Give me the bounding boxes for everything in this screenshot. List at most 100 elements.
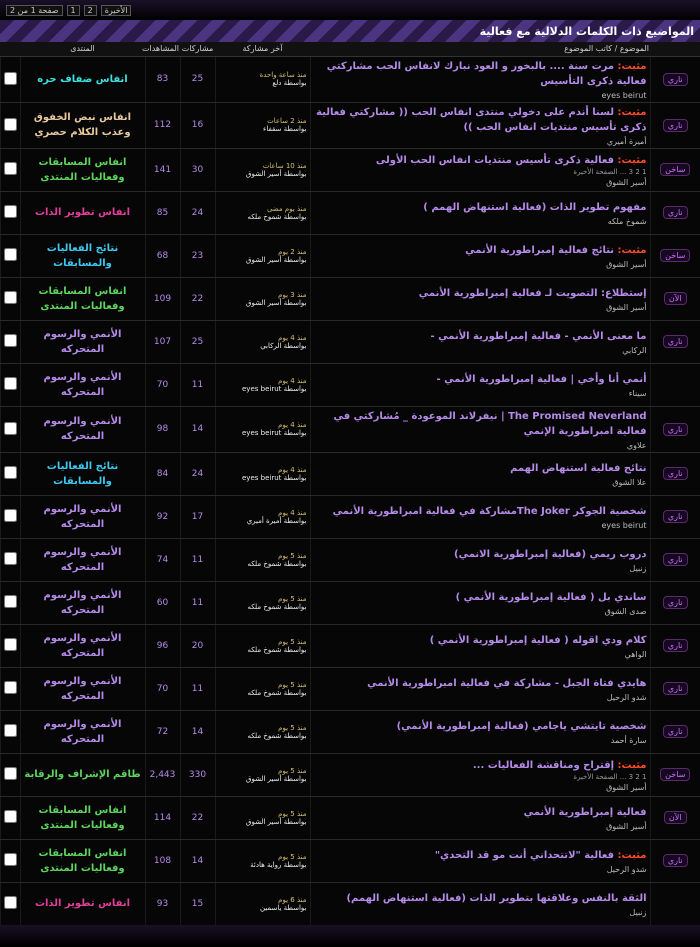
forum[interactable]: الأنمي والرسوم المتحركه [19, 320, 145, 364]
forum[interactable]: طاقم الإشراف والرقابة [19, 753, 145, 797]
forum[interactable]: نتائج الفعاليات والمسابقات [19, 234, 145, 278]
forum[interactable]: انفاس نبض الخفوق وعذب الكلام حصري [19, 102, 145, 149]
replies: 11 [179, 667, 215, 711]
topic-author[interactable]: سارة أحمد [610, 735, 647, 745]
topic-author[interactable]: أميرة أميري [606, 136, 647, 146]
topic-link[interactable]: مرت سنة .... بالبخور و العود نبارك لانفا… [326, 60, 647, 87]
select-checkbox[interactable] [3, 552, 17, 565]
topic-link[interactable]: ساندي بل ( فعالية إمبراطورية الأنمي ) [455, 591, 647, 603]
views: 96 [144, 624, 180, 668]
topic-link[interactable]: ما معنى الأنمي - فعالية إمبراطورية الأنم… [430, 330, 647, 342]
topic-author[interactable]: أسير الشوق [606, 302, 647, 312]
select-checkbox[interactable] [3, 767, 17, 780]
select-checkbox[interactable] [3, 162, 17, 175]
topic-link[interactable]: الثقة بالنفس وعلاقتها بتطوير الذات (فعال… [346, 892, 647, 904]
topic-link[interactable]: كلام ودي اقوله ( فعالية إمبراطورية الأنم… [429, 634, 647, 646]
topic-author[interactable]: eyes beirut [601, 520, 647, 530]
select-checkbox[interactable] [3, 466, 17, 479]
forum[interactable]: الأنمي والرسوم المتحركه [19, 406, 145, 453]
topic-link[interactable]: دروب ريمي (فعالية إمبراطورية الانمي) [454, 548, 647, 560]
topic-author[interactable]: أسير الشوق [606, 821, 647, 831]
topic-link[interactable]: نتائج فعالية إمبراطورية الأنمي [465, 244, 615, 256]
topic-link[interactable]: The Promised Neverland | نيفرلاند الموعو… [333, 410, 647, 437]
forum[interactable]: نتائج الفعاليات والمسابقات [19, 452, 145, 496]
topic-link[interactable]: إقتراح ومناقشة الفعاليات ... [472, 759, 615, 771]
topic-link[interactable]: نتائج فعالية استنهاض الهمم [510, 462, 647, 474]
topic-pages[interactable]: 1 2 3 ... الصفحة الأخيرة [573, 167, 647, 176]
status-cell: ناري [649, 710, 700, 754]
topic-author[interactable]: سيناء [628, 388, 647, 398]
last-post-by: بواسطة eyes beirut [242, 429, 307, 437]
topic-author[interactable]: أسير الشوق [606, 782, 647, 792]
status-badge: ناري [662, 467, 688, 480]
topic-author[interactable]: زنبيل [629, 563, 647, 573]
select-checkbox[interactable] [3, 421, 17, 435]
forum[interactable]: الأنمي والرسوم المتحركه [19, 538, 145, 582]
topic-link[interactable]: مفهوم تطوير الذات (فعالية استنهاض الهمم … [423, 201, 647, 213]
page-info: صفحة 1 من 2 [6, 4, 63, 16]
select-checkbox[interactable] [3, 117, 17, 131]
last-post-by: بواسطة سقفاء [263, 125, 307, 133]
select-checkbox[interactable] [3, 248, 17, 261]
forum[interactable]: انفاس تطوير الذات [19, 882, 145, 926]
topic-pages[interactable]: 1 2 3 ... الصفحة الأخيرة [573, 772, 647, 781]
topic-author[interactable]: الواهي [624, 649, 647, 659]
forum[interactable]: انفاس المسابقات وفعاليات المنتدى [19, 277, 145, 321]
select-checkbox[interactable] [3, 291, 17, 304]
topic-link[interactable]: فعالية "لاتتحداني أنت مو قد التحدي" [434, 849, 615, 861]
topic-link[interactable]: شخصية تايتشي ياجامي (فعالية إمبراطورية ا… [396, 720, 647, 732]
topic-link[interactable]: هايدي فتاة الجبل - مشاركة في فعالية امبر… [367, 677, 647, 689]
last-post-cell: منذ 5 يوم بواسطة أسير الشوق [214, 796, 310, 840]
topic-author[interactable]: eyes beirut [601, 90, 647, 100]
select-checkbox[interactable] [3, 71, 17, 85]
select-checkbox[interactable] [3, 509, 17, 522]
forum[interactable]: انفاس المسابقات وفعاليات المنتدى [19, 148, 145, 192]
page-link[interactable]: 1 [66, 4, 80, 16]
topic-author[interactable]: شدو الرحيل [606, 692, 647, 702]
replies: 20 [179, 624, 215, 668]
topic-author[interactable]: علا الشوق [612, 477, 647, 487]
topic-cell: كلام ودي اقوله ( فعالية إمبراطورية الأنم… [309, 624, 650, 668]
forum[interactable]: الأنمي والرسوم المتحركه [19, 495, 145, 539]
forum[interactable]: انفاس ضفاف حره [19, 56, 145, 103]
topic-author[interactable]: زنبيل [629, 907, 647, 917]
page-link[interactable]: 2 [83, 4, 97, 16]
last-page-link[interactable]: الأخيرة [100, 4, 132, 16]
topic-link[interactable]: لسنا أندم على دخولي منتدى انفاس الحب (( … [316, 106, 647, 133]
select-checkbox[interactable] [3, 377, 17, 390]
topic-author[interactable]: صدى الشوق [604, 606, 647, 616]
forum[interactable]: انفاس تطوير الذات [19, 191, 145, 235]
select-checkbox[interactable] [3, 334, 17, 347]
topic-author[interactable]: أسير الشوق [606, 259, 647, 269]
status-cell: ناري [649, 56, 700, 103]
forum[interactable]: الأنمي والرسوم المتحركه [19, 363, 145, 407]
select-checkbox[interactable] [3, 853, 17, 866]
forum[interactable]: الأنمي والرسوم المتحركه [19, 667, 145, 711]
forum[interactable]: الأنمي والرسوم المتحركه [19, 581, 145, 625]
topic-cell: مثبت: مرت سنة .... بالبخور و العود نبارك… [309, 56, 650, 103]
topic-link[interactable]: أنمي أنا وأخي | فعالية إمبراطورية الأنمي… [436, 373, 647, 385]
select-checkbox[interactable] [3, 205, 17, 218]
topic-author[interactable]: الركابي [622, 345, 647, 355]
forum[interactable]: الأنمي والرسوم المتحركه [19, 710, 145, 754]
topic-link[interactable]: إستطلاع: التصويت لـ فعالية إمبراطورية ال… [418, 287, 647, 299]
forum[interactable]: انفاس المسابقات وفعاليات المنتدى [19, 796, 145, 840]
select-checkbox[interactable] [3, 681, 17, 694]
forum[interactable]: انفاس المسابقات وفعاليات المنتدى [19, 839, 145, 883]
topic-author[interactable]: شموخ ملكه [607, 216, 647, 226]
select-checkbox[interactable] [3, 638, 17, 651]
select-checkbox[interactable] [3, 724, 17, 737]
topic-author[interactable]: أسير الشوق [606, 177, 647, 187]
topic-link[interactable]: فعالية ذكرى تأسيس منتديات انفاس الحب الأ… [375, 154, 615, 166]
topic-link[interactable]: فعالية إمبراطورية الأنمي [523, 806, 647, 818]
topic-author[interactable]: شدو الرحيل [606, 864, 647, 874]
topic-link[interactable]: شخصية الجوكر The Jokerمشاركة في فعالية ا… [332, 505, 647, 517]
select-checkbox[interactable] [3, 896, 17, 909]
topic-title: فعالية إمبراطورية الأنمي [314, 805, 647, 820]
topic-author[interactable]: علاوي [626, 440, 647, 450]
select-checkbox[interactable] [3, 595, 17, 608]
forum[interactable]: الأنمي والرسوم المتحركه [19, 624, 145, 668]
last-post-cell: منذ 5 يوم بواسطة أسير الشوق [214, 753, 310, 797]
select-checkbox[interactable] [3, 810, 17, 823]
topic-row: ناري شخصية الجوكر The Jokerمشاركة في فعال… [0, 495, 700, 539]
